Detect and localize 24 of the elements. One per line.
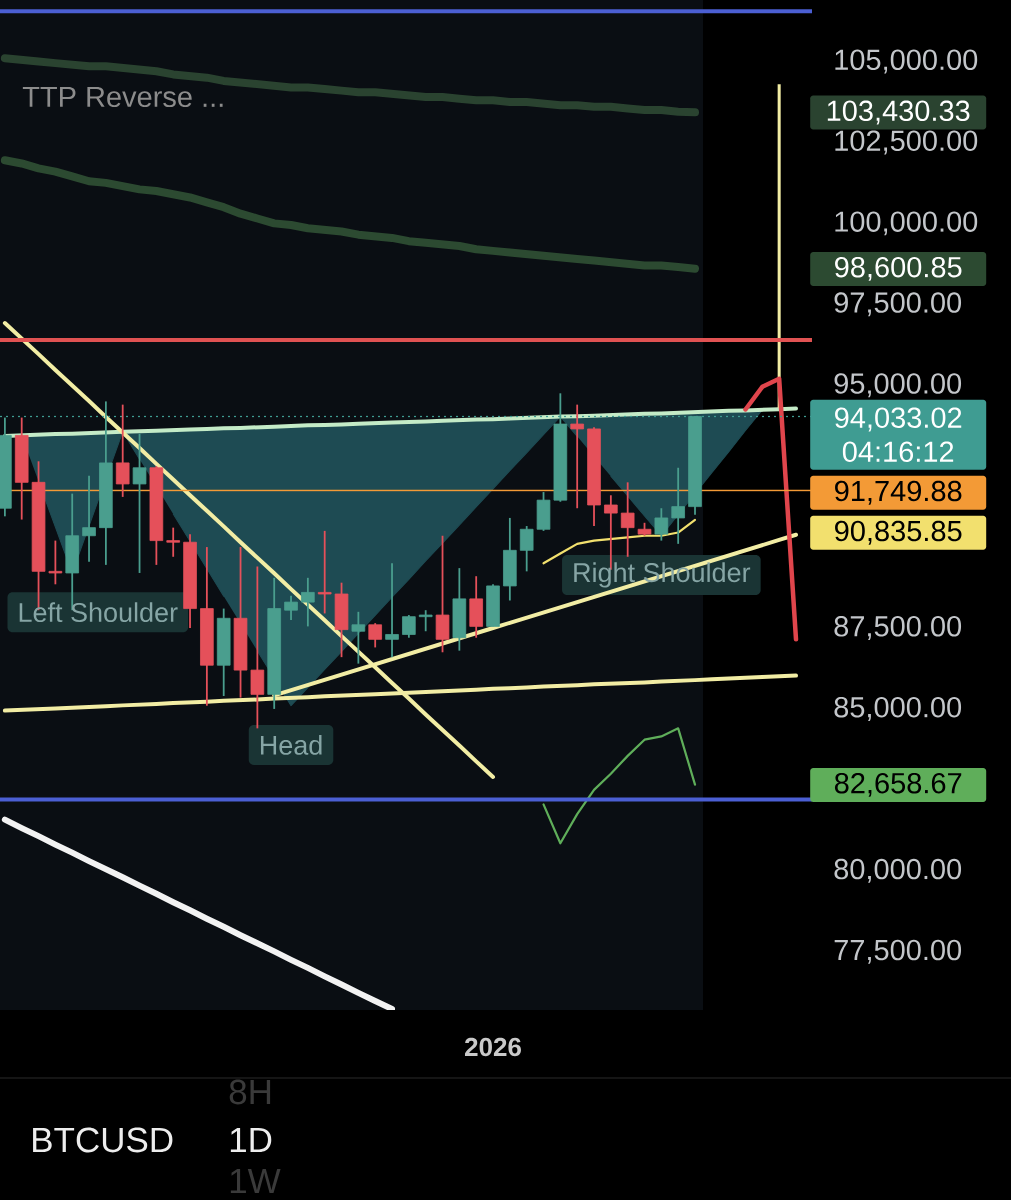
text: 98,600.85	[835, 256, 962, 281]
data-label: Head	[260, 734, 322, 755]
text: 8H	[229, 1079, 271, 1105]
y-tick-label: 95,000.00	[834, 373, 962, 398]
y-tick-label: 87,500.00	[834, 616, 962, 640]
ref-line-label: 94,033.02	[835, 407, 962, 432]
text: 90,835.85	[835, 520, 962, 545]
y-tick-label: 105,000.00	[835, 49, 978, 74]
annotation: TTP Reverse ...	[22, 86, 223, 108]
ref-line-label: 91,749.88	[835, 480, 962, 505]
y-tick-label: 77,500.00	[834, 939, 962, 964]
text: 1W	[230, 1168, 281, 1194]
x-tick-label: 2026	[465, 1037, 521, 1057]
text: 82,658.67	[834, 772, 962, 797]
text: 103,430.33	[827, 100, 970, 125]
y-tick-label: 102,500.00	[835, 130, 978, 155]
text: 04:16:12	[842, 441, 954, 462]
y-tick-label: 100,000.00	[835, 211, 978, 236]
y-tick-label: 85,000.00	[834, 696, 962, 721]
text: BTCUSD	[33, 1127, 173, 1153]
y-tick-label: 80,000.00	[834, 858, 962, 883]
data-label: Left Shoulder	[19, 602, 178, 623]
y-tick-label: 97,500.00	[834, 292, 962, 317]
text: 1D	[230, 1127, 272, 1153]
